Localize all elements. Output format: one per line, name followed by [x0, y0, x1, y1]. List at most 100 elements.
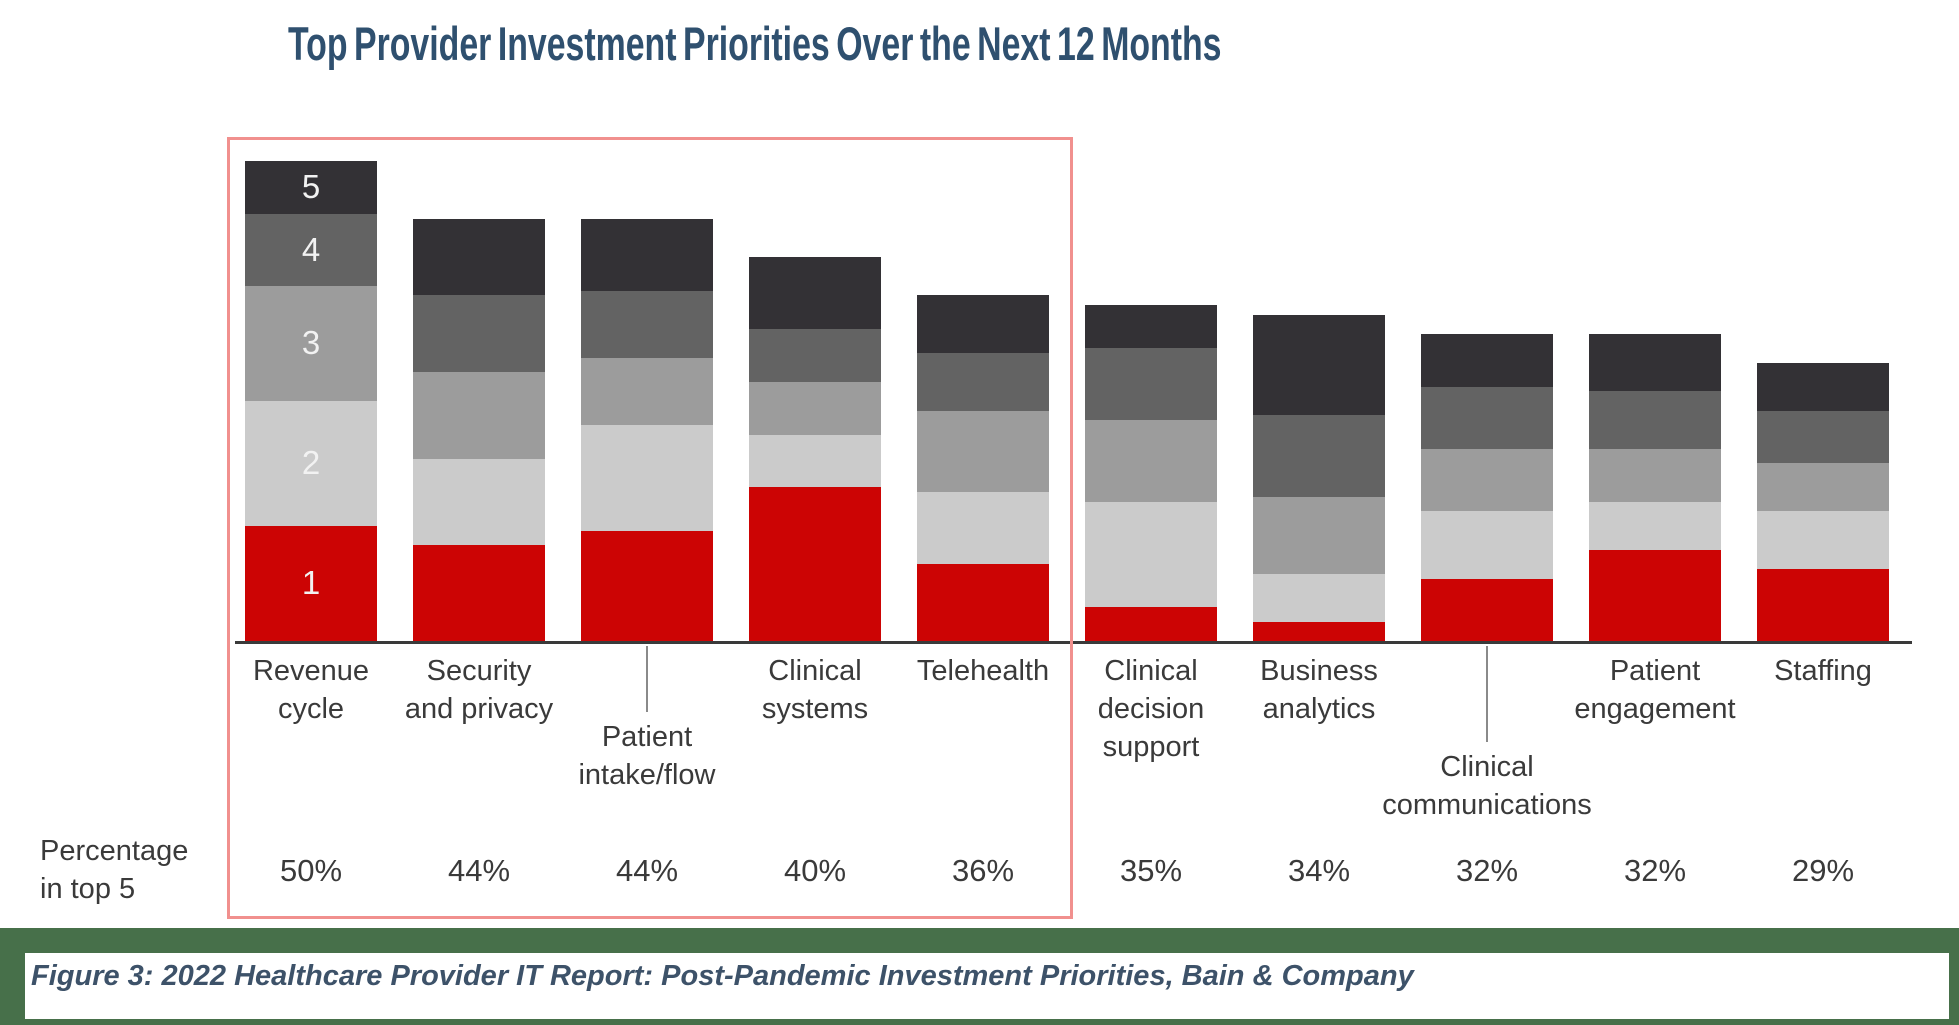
bar-segment-rank5: [1253, 314, 1385, 416]
bar-segment-rank2: [581, 424, 713, 531]
category-label-line: and privacy: [404, 693, 554, 725]
bar-clinical-communications: [1421, 333, 1553, 641]
bar-segment-rank5: [1589, 333, 1721, 392]
bar-segment-rank3: [1253, 496, 1385, 574]
category-label-line: Revenue: [252, 655, 370, 687]
bar-patient-engagement: [1589, 333, 1721, 641]
bar-segment-rank1: [1757, 568, 1889, 641]
bar-segment-rank2: [1757, 511, 1889, 569]
bar-segment-rank2: [749, 434, 881, 488]
bar-segment-rank1: [1589, 549, 1721, 641]
bar-security-and-privacy: [413, 218, 545, 641]
bar-segment-rank4: [749, 329, 881, 382]
bar-segment-rank2: [1085, 501, 1217, 608]
percent-label-security-and-privacy: 44%: [447, 853, 511, 888]
category-label-telehealth: Telehealth: [833, 652, 1133, 690]
percent-label-revenue-cycle: 50%: [279, 853, 343, 888]
bar-segment-rank3: 3: [245, 285, 377, 401]
percent-label-clinical-decision-support: 35%: [1119, 853, 1183, 888]
category-label-line: Business: [1260, 655, 1378, 687]
bar-segment-rank3: [581, 357, 713, 425]
bar-segment-rank2: [917, 492, 1049, 565]
bar-segment-rank5: [581, 218, 713, 291]
category-label-security-and-privacy: Security and privacy: [329, 652, 629, 728]
percentage-row-label-line1: Percentage: [40, 835, 189, 867]
top5-highlight-box: [227, 137, 1073, 919]
category-label-business-analytics: Business analytics: [1169, 652, 1469, 728]
category-label-line: Patient: [601, 721, 693, 753]
bar-segment-rank4: 4: [245, 213, 377, 286]
bar-segment-rank5: 5: [245, 161, 377, 214]
bar-segment-rank4: [1421, 386, 1553, 449]
bar-segment-rank2: [1589, 501, 1721, 550]
bar-patient-intake-flow: [581, 218, 713, 641]
bar-segment-rank1: [581, 530, 713, 641]
category-label-line: Telehealth: [916, 655, 1050, 687]
category-label-clinical-systems: Clinical systems: [665, 652, 965, 728]
category-label-line: decision: [1097, 693, 1205, 725]
bar-segment-rank5: [1757, 362, 1889, 411]
percent-label-patient-engagement: 32%: [1623, 853, 1687, 888]
bar-segment-rank1: [749, 487, 881, 641]
percent-label-staffing: 29%: [1791, 853, 1855, 888]
category-label-line: systems: [761, 693, 869, 725]
category-label-clinical-decision-support: Clinical decision support: [1001, 652, 1301, 766]
bar-segment-rank4: [1589, 391, 1721, 449]
bar-segment-rank2: [1253, 573, 1385, 622]
bar-segment-rank1: [1421, 578, 1553, 641]
category-label-patient-intake-flow: Patient intake/flow: [497, 718, 797, 794]
bar-segment-rank4: [581, 290, 713, 358]
bar-clinical-decision-support: [1085, 305, 1217, 641]
percent-label-clinical-systems: 40%: [783, 853, 847, 888]
bar-segment-rank3: [413, 372, 545, 459]
bar-segment-rank1: [413, 544, 545, 641]
rank-number-label: 1: [301, 564, 321, 602]
category-label-line: cycle: [277, 693, 345, 725]
category-label-revenue-cycle: Revenue cycle: [161, 652, 461, 728]
figure-caption: Figure 3: 2022 Healthcare Provider IT Re…: [31, 960, 1414, 992]
rank-number-label: 4: [301, 230, 321, 268]
category-label-staffing: Staffing: [1673, 652, 1959, 690]
category-label-line: Staffing: [1774, 655, 1872, 687]
bar-segment-rank4: [1085, 348, 1217, 421]
percentage-row-label: Percentage in top 5: [40, 832, 188, 908]
bar-segment-rank1: 1: [245, 525, 377, 641]
chart-title: Top Provider Investment Priorities Over …: [288, 17, 1222, 70]
category-label-line: intake/flow: [578, 759, 716, 791]
bar-segment-rank4: [1253, 415, 1385, 497]
category-label-line: Patient: [1609, 655, 1701, 687]
bar-segment-rank5: [1085, 305, 1217, 349]
rank-number-label: 2: [301, 444, 321, 482]
bar-segment-rank4: [413, 295, 545, 373]
bar-segment-rank4: [917, 352, 1049, 411]
bar-segment-rank5: [917, 295, 1049, 353]
category-label-line: analytics: [1262, 693, 1376, 725]
percent-label-telehealth: 36%: [951, 853, 1015, 888]
label-connector-line: [1486, 646, 1488, 742]
percentage-row-label-line2: in top 5: [40, 873, 136, 905]
category-label-line: communications: [1382, 789, 1592, 821]
bar-segment-rank1: [1085, 607, 1217, 641]
bar-segment-rank5: [413, 218, 545, 296]
bar-segment-rank3: [1589, 448, 1721, 502]
bar-telehealth: [917, 295, 1049, 641]
bar-segment-rank5: [1421, 333, 1553, 387]
category-label-clinical-communications: Clinical communications: [1337, 748, 1637, 824]
bar-revenue-cycle: 5 4 3 2 1: [245, 161, 377, 641]
caption-box: Figure 3: 2022 Healthcare Provider IT Re…: [25, 953, 1949, 1019]
category-label-line: Clinical: [1104, 655, 1198, 687]
percent-label-patient-intake-flow: 44%: [615, 853, 679, 888]
category-label-patient-engagement: Patient engagement: [1505, 652, 1805, 728]
bar-segment-rank3: [1757, 463, 1889, 512]
category-label-line: Clinical: [1440, 751, 1534, 783]
bar-segment-rank5: [749, 257, 881, 329]
percent-label-business-analytics: 34%: [1287, 853, 1351, 888]
bar-clinical-systems: [749, 257, 881, 641]
bar-segment-rank3: [1085, 420, 1217, 502]
bar-segment-rank3: [749, 381, 881, 435]
category-label-line: Clinical: [768, 655, 862, 687]
rank-number-label: 5: [301, 168, 321, 206]
category-label-line: support: [1102, 731, 1200, 763]
bar-staffing: [1757, 362, 1889, 641]
